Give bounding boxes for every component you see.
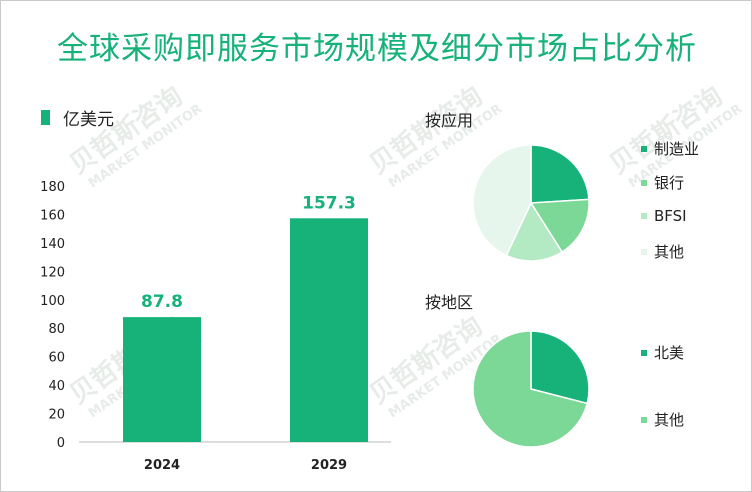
y-tick-label: 100 (40, 294, 65, 309)
pie-chart-region (472, 330, 590, 448)
y-tick-label: 40 (48, 379, 65, 394)
pie-title-region: 按地区 (425, 293, 474, 312)
legend-swatch (641, 349, 647, 356)
legend-label: 其他 (654, 411, 685, 429)
bar-chart: 0 20 40 60 80 100 120 140 160 180 87.8 2024 157.3 202… (40, 180, 391, 473)
legend-swatch (41, 110, 50, 125)
legend-item: 制造业 (641, 138, 699, 159)
legend-label: 制造业 (654, 140, 700, 158)
bar (123, 317, 201, 442)
legend-item: BFSI (641, 207, 687, 225)
legend-item: 北美 (641, 342, 684, 363)
legend-label: 其他 (654, 243, 685, 261)
bar-legend: 亿美元 (41, 105, 114, 130)
pie-slice (530, 144, 590, 204)
y-tick-label: 180 (40, 180, 65, 195)
pie-slice (530, 330, 590, 405)
legend-item: 其他 (641, 409, 684, 430)
x-tick-label: 2024 (144, 458, 180, 473)
legend-item: 银行 (641, 172, 684, 193)
legend-swatch (641, 179, 647, 186)
pie-slice (505, 201, 564, 262)
x-tick-label: 2029 (311, 458, 347, 473)
bar (290, 218, 368, 442)
pie-chart-application (472, 144, 590, 262)
y-tick-label: 60 (48, 351, 65, 366)
bar-value-label: 157.3 (302, 193, 356, 213)
legend-swatch (641, 248, 647, 255)
legend-swatch (641, 416, 647, 423)
legend-label: 亿美元 (63, 110, 114, 130)
bar-value-label: 87.8 (141, 292, 183, 312)
legend-label: 北美 (654, 344, 685, 362)
y-tick-label: 140 (40, 237, 65, 252)
watermark: 贝哲斯咨询 (604, 81, 729, 181)
legend-swatch (641, 145, 647, 152)
legend-label: BFSI (654, 207, 687, 225)
y-tick-label: 20 (48, 408, 65, 423)
y-tick-label: 160 (40, 208, 65, 223)
y-tick-label: 0 (57, 436, 65, 451)
pie-slice (529, 198, 590, 254)
y-tick-label: 120 (40, 265, 65, 280)
chart-title: 全球采购即服务市场规模及细分市场占比分析 (57, 31, 697, 67)
legend-swatch (641, 213, 647, 219)
legend-label: 银行 (654, 174, 685, 192)
pie-slice (472, 330, 589, 448)
pie-title-application: 按应用 (425, 111, 474, 130)
pie-slice (472, 144, 532, 257)
legend-item: 其他 (641, 241, 684, 262)
y-tick-label: 80 (48, 322, 65, 337)
